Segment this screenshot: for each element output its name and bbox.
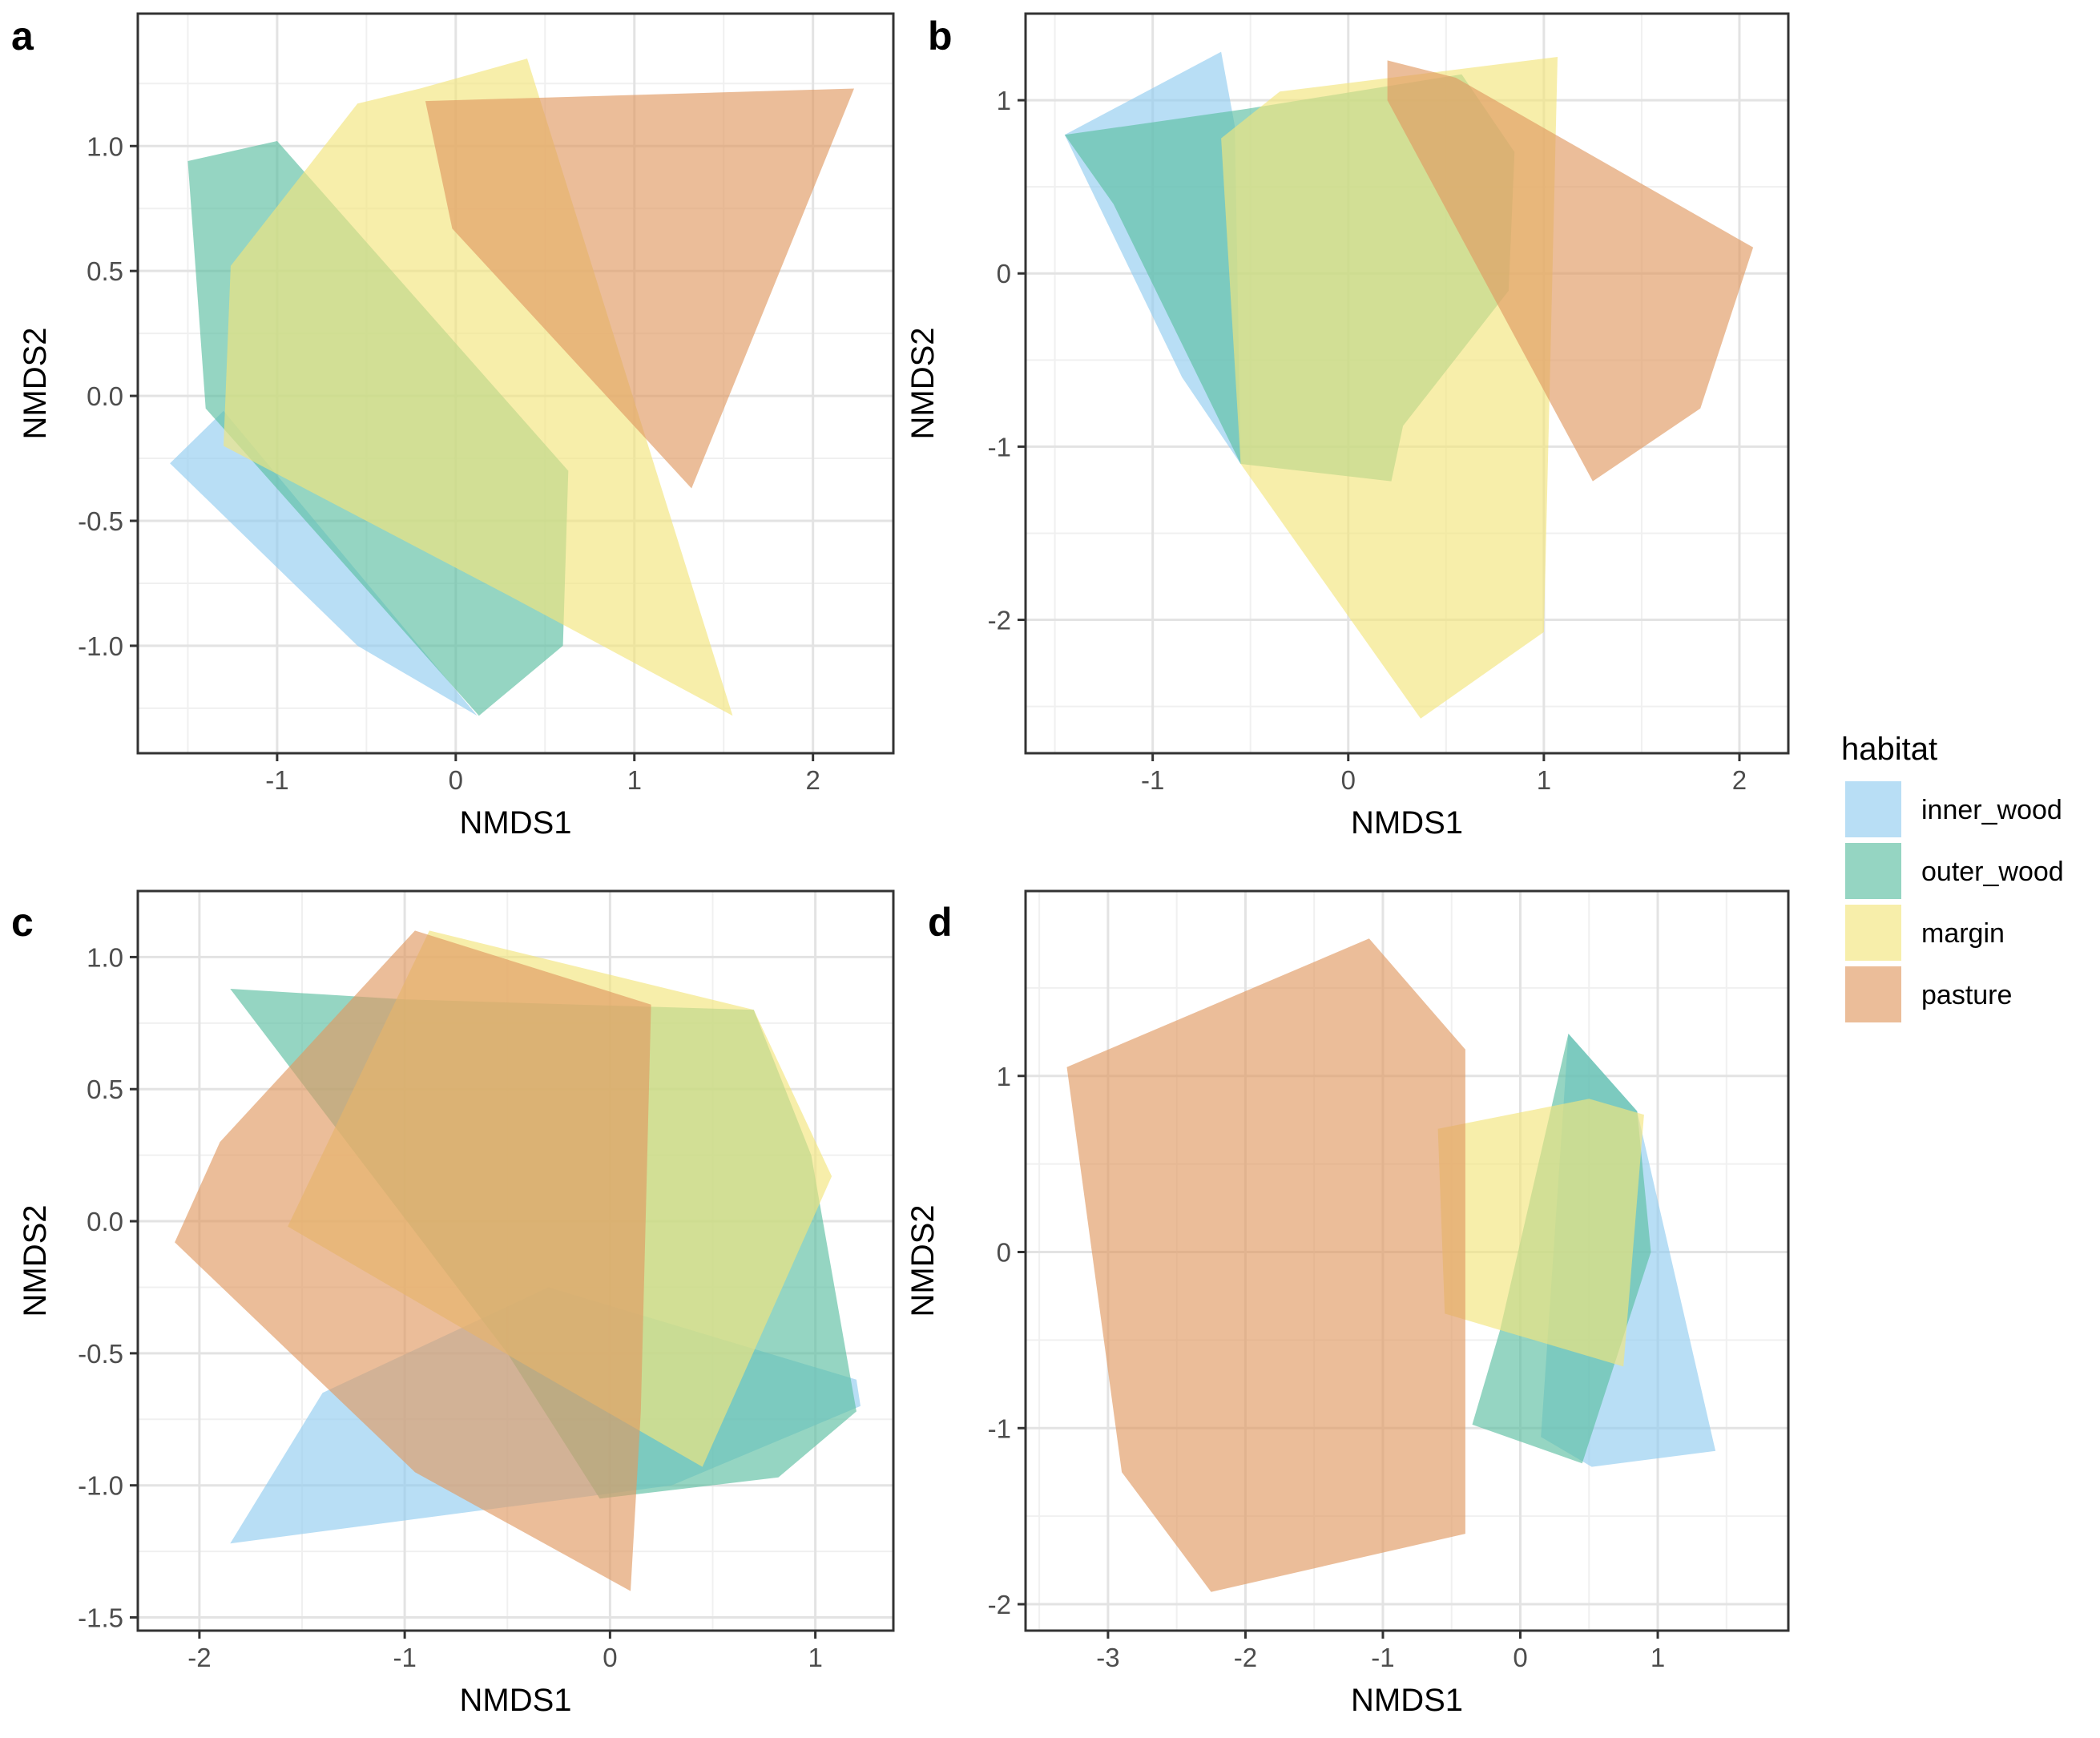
y-axis-title: NMDS2 xyxy=(18,1204,53,1317)
panel-label: c xyxy=(11,900,34,945)
legend-label: margin xyxy=(1921,918,2005,949)
y-tick-label: -2 xyxy=(988,1590,1011,1619)
x-axis-title: NMDS1 xyxy=(1351,1683,1463,1718)
legend-key-inner-wood xyxy=(1845,781,1901,837)
hull-pasture xyxy=(175,930,651,1591)
y-tick-label: 0 xyxy=(997,1238,1011,1268)
hull-pasture xyxy=(1387,60,1754,482)
hull-margin xyxy=(224,58,733,716)
y-tick-label: 1.0 xyxy=(87,131,123,161)
y-axis-title: NMDS2 xyxy=(18,327,53,439)
x-tick-label: 1 xyxy=(1651,1643,1665,1672)
y-tick-label: -0.5 xyxy=(78,506,123,536)
panel-border xyxy=(136,889,895,1632)
x-tick-label: 0 xyxy=(1341,765,1356,795)
y-tick-label: -1.5 xyxy=(78,1603,123,1633)
y-tick-label: -0.5 xyxy=(78,1339,123,1369)
x-axis-title: NMDS1 xyxy=(459,805,571,841)
panel-d: -3 -2 -1 0 1 -2 -1 0 1 NMDS1 NMDS2 d xyxy=(905,889,1790,1718)
legend-label: inner_wood xyxy=(1921,795,2062,825)
panel-b: -1 0 1 2 -2 -1 0 1 NMDS1 NMDS2 b xyxy=(905,12,1790,841)
y-tick-label: 0 xyxy=(997,259,1011,288)
y-tick-label: 1 xyxy=(997,86,1011,115)
y-tick-label: -1.0 xyxy=(78,631,123,661)
y-tick-label: -2 xyxy=(988,606,1011,635)
x-tick-label: -3 xyxy=(1096,1643,1119,1672)
panel-a: -1 0 1 2 -1.0 -0.5 0.0 0.5 1.0 NMDS1 NMDS2 a xyxy=(11,12,895,841)
legend-key-pasture xyxy=(1845,966,1901,1022)
panel-border xyxy=(1024,12,1790,755)
x-tick-label: 1 xyxy=(1537,765,1551,795)
y-tick-label: 0.0 xyxy=(87,381,123,411)
x-tick-label: 2 xyxy=(806,765,820,795)
panel-label: b xyxy=(928,14,953,58)
x-axis-title: NMDS1 xyxy=(459,1683,571,1718)
panel-border xyxy=(1024,889,1790,1632)
legend-label: pasture xyxy=(1921,980,2012,1010)
y-axis-title: NMDS2 xyxy=(905,1204,941,1317)
hull-margin xyxy=(1437,1099,1644,1367)
y-tick-label: 0.5 xyxy=(87,256,123,286)
y-tick-label: 1 xyxy=(997,1062,1011,1091)
x-tick-label: -2 xyxy=(1234,1643,1257,1672)
x-tick-label: -1 xyxy=(1141,765,1164,795)
y-tick-label: -1.0 xyxy=(78,1471,123,1501)
legend-label: outer_wood xyxy=(1921,857,2064,887)
x-tick-label: -2 xyxy=(187,1643,211,1672)
x-axis-title: NMDS1 xyxy=(1351,805,1463,841)
y-tick-label: -1 xyxy=(988,1413,1011,1443)
y-tick-label: 0.0 xyxy=(87,1207,123,1236)
panel-border xyxy=(136,12,895,755)
legend-key-outer-wood xyxy=(1845,843,1901,899)
panel-c: -2 -1 0 1 -1.5 -1.0 -0.5 0.0 0.5 1.0 NMDS1 NMDS2 c xyxy=(11,889,895,1718)
x-tick-label: -1 xyxy=(1371,1643,1394,1672)
x-tick-label: 0 xyxy=(603,1643,617,1672)
legend-title: habitat xyxy=(1841,732,1937,767)
panel-label: d xyxy=(928,900,953,945)
y-tick-label: 1.0 xyxy=(87,942,123,972)
y-tick-label: 0.5 xyxy=(87,1075,123,1104)
hull-pasture xyxy=(1066,938,1465,1592)
hull-pasture xyxy=(425,88,854,489)
x-tick-label: -1 xyxy=(265,765,288,795)
x-tick-label: 0 xyxy=(1513,1643,1527,1672)
x-tick-label: 1 xyxy=(808,1643,822,1672)
legend-key-margin xyxy=(1845,905,1901,961)
y-axis-title: NMDS2 xyxy=(905,327,941,439)
x-tick-label: 0 xyxy=(449,765,463,795)
x-tick-label: 1 xyxy=(627,765,642,795)
x-tick-label: 2 xyxy=(1732,765,1747,795)
hull-inner-wood xyxy=(170,410,478,716)
y-tick-label: -1 xyxy=(988,432,1011,462)
x-tick-label: -1 xyxy=(393,1643,416,1672)
panel-label: a xyxy=(11,14,34,58)
